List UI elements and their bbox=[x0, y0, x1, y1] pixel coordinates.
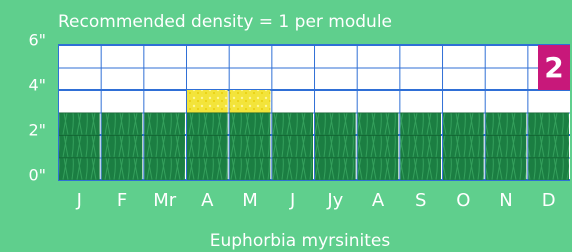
x-tick-label: A bbox=[201, 190, 214, 211]
x-tick-label: Mr bbox=[153, 190, 177, 211]
bar-texture bbox=[528, 113, 569, 181]
x-tick-label: D bbox=[542, 190, 556, 211]
x-tick-label: J bbox=[76, 190, 82, 211]
bar-texture bbox=[102, 113, 143, 181]
chart-title: Recommended density = 1 per module bbox=[58, 12, 392, 32]
y-tick-label: 4" bbox=[28, 76, 46, 95]
x-tick-label: A bbox=[372, 190, 385, 211]
badge-text: 2 bbox=[544, 51, 563, 84]
x-axis-label: Euphorbia myrsinites bbox=[210, 231, 391, 251]
x-tick-label: F bbox=[117, 190, 127, 211]
bar-texture bbox=[272, 113, 313, 181]
x-tick-label: M bbox=[242, 190, 258, 211]
x-tick-label: O bbox=[456, 190, 470, 211]
bar-texture bbox=[443, 113, 484, 181]
bar-texture bbox=[358, 113, 399, 181]
x-tick-label: J bbox=[289, 190, 295, 211]
bar-texture bbox=[187, 90, 228, 113]
x-tick-label: Jy bbox=[326, 190, 343, 211]
bar-texture bbox=[400, 113, 441, 181]
bar-texture bbox=[230, 90, 271, 113]
bar-texture bbox=[230, 113, 271, 181]
bar-texture bbox=[59, 113, 100, 181]
chart: Recommended density = 1 per module 2 Eup… bbox=[0, 0, 572, 252]
bar-texture bbox=[187, 113, 228, 181]
bar-texture bbox=[486, 113, 527, 181]
y-tick-label: 0" bbox=[28, 166, 46, 185]
bar-texture bbox=[315, 113, 356, 181]
x-tick-label: N bbox=[499, 190, 512, 211]
bar-texture bbox=[144, 113, 185, 181]
x-tick-label: S bbox=[415, 190, 426, 211]
y-tick-label: 2" bbox=[28, 121, 46, 140]
y-tick-label: 6" bbox=[28, 31, 46, 50]
